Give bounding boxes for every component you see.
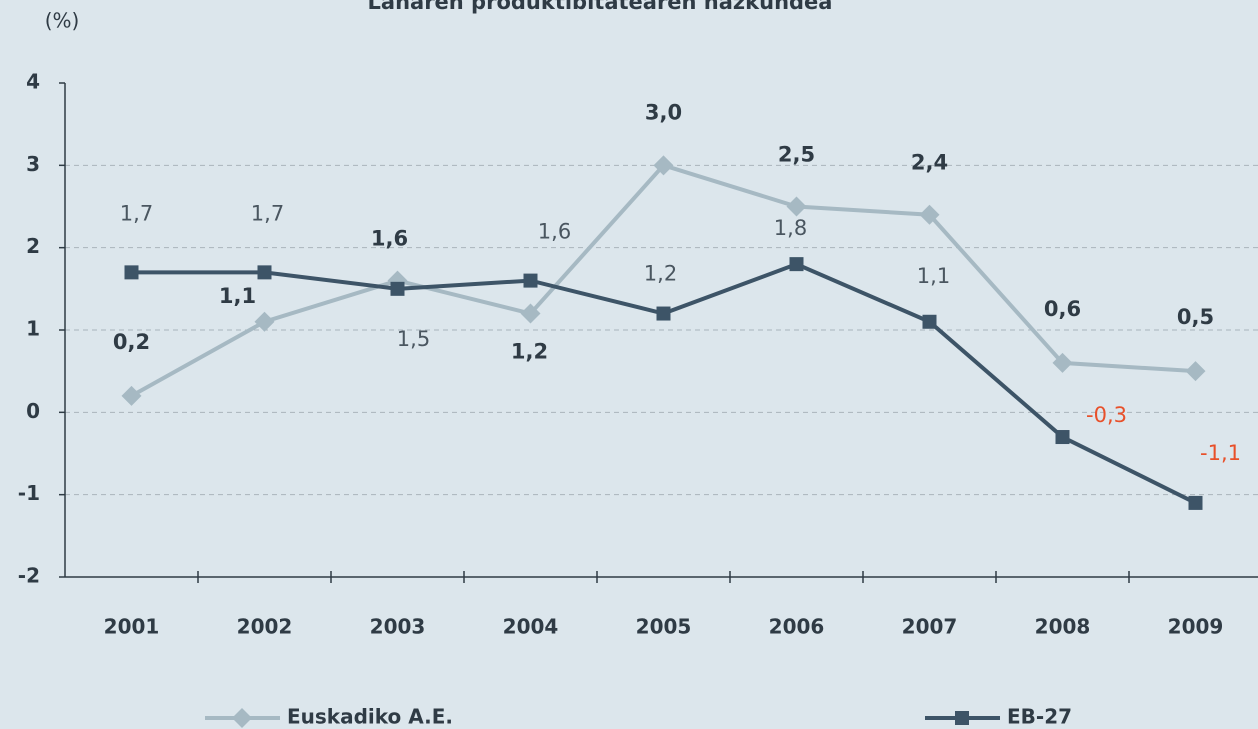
value-label: 0,2 — [113, 330, 150, 354]
series-line — [131, 261, 1197, 505]
y-axis-label: (%) — [45, 9, 80, 33]
legend-marker — [955, 711, 969, 725]
point — [786, 196, 807, 217]
value-label: 1,6 — [538, 220, 571, 244]
point — [789, 257, 804, 272]
value-label: 0,6 — [1044, 297, 1081, 321]
x-tick-label: 2005 — [636, 615, 692, 639]
x-tick-label: 2001 — [104, 615, 160, 639]
value-label: -1,1 — [1200, 441, 1241, 465]
x-tick-label: 2006 — [769, 615, 825, 639]
value-label: 1,1 — [219, 284, 256, 308]
value-label: 1,7 — [120, 201, 153, 225]
legend-label: EB-27 — [1007, 705, 1072, 729]
y-tick-label: 4 — [26, 70, 40, 94]
point — [653, 155, 674, 176]
y-tick-label: 0 — [26, 399, 40, 423]
point — [919, 204, 940, 225]
value-label: 1,2 — [644, 262, 677, 286]
x-tick-label: 2009 — [1168, 615, 1224, 639]
value-label: 0,5 — [1177, 305, 1214, 329]
point — [124, 265, 139, 280]
point — [254, 311, 275, 332]
y-tick-label: -2 — [18, 564, 40, 588]
x-tick-label: 2002 — [237, 615, 293, 639]
point — [1055, 430, 1070, 445]
value-label: 3,0 — [645, 100, 682, 124]
point — [520, 303, 541, 324]
x-tick-label: 2007 — [902, 615, 958, 639]
point — [656, 306, 671, 321]
value-label: 1,5 — [397, 327, 430, 351]
x-tick-label: 2004 — [503, 615, 559, 639]
y-tick-label: 3 — [26, 152, 40, 176]
point — [121, 385, 142, 406]
legend-label: Euskadiko A.E. — [287, 705, 453, 729]
legend-marker — [232, 708, 252, 728]
value-label: -0,3 — [1086, 403, 1127, 427]
chart-title: Lanaren produktibitatearen hazkundea — [368, 0, 833, 14]
y-tick-label: 2 — [26, 234, 40, 258]
point — [922, 314, 937, 329]
point — [523, 273, 538, 288]
value-label: 1,7 — [251, 201, 284, 225]
value-label: 1,2 — [511, 340, 548, 364]
point — [257, 265, 272, 280]
point — [390, 281, 405, 296]
point — [1188, 495, 1203, 510]
value-label: 2,4 — [911, 151, 948, 175]
value-label: 1,1 — [917, 264, 950, 288]
x-tick-label: 2008 — [1035, 615, 1091, 639]
value-label: 1,6 — [371, 227, 408, 251]
point — [1052, 352, 1073, 373]
y-tick-label: -1 — [18, 481, 40, 505]
y-tick-label: 1 — [26, 317, 40, 341]
value-label: 2,5 — [778, 143, 815, 167]
value-label: 1,8 — [774, 216, 807, 240]
point — [1185, 361, 1206, 382]
x-tick-label: 2003 — [370, 615, 426, 639]
